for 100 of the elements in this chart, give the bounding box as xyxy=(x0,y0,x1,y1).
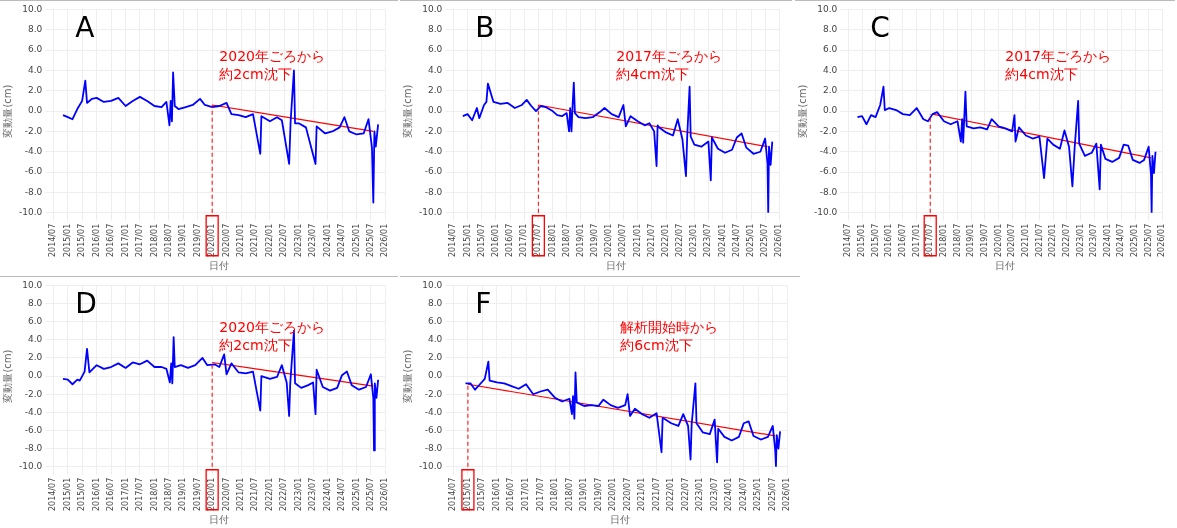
chart-title: C xyxy=(870,10,890,44)
x-tick-label: 2016/07 xyxy=(106,223,116,257)
x-tick-label: 2015/07 xyxy=(870,223,880,257)
x-tick-label: 2021/01 xyxy=(637,477,647,511)
x-tick-label: 2016/01 xyxy=(490,223,500,257)
y-tick-label: 4.0 xyxy=(822,64,838,75)
x-tick-label: 2022/07 xyxy=(1061,223,1071,257)
annotation: 2017年ごろから xyxy=(616,47,722,64)
x-tick-label: 2023/07 xyxy=(308,477,318,511)
x-tick-label: 2021/07 xyxy=(250,477,260,511)
y-tick-label: 6.0 xyxy=(27,44,43,55)
x-tick-label: 2021/07 xyxy=(646,223,656,257)
x-tick-label: 2023/07 xyxy=(709,477,719,511)
y-tick-label: -8.0 xyxy=(424,186,443,197)
x-tick-label: 2026/01 xyxy=(782,477,792,511)
x-axis-title: 日付 xyxy=(995,259,1016,271)
annotation: 約2cm沈下 xyxy=(219,337,292,354)
annotation: 2020年ごろから xyxy=(219,319,325,336)
x-tick-label: 2024/01 xyxy=(1102,223,1112,257)
x-tick-label: 2018/07 xyxy=(163,477,173,511)
y-tick-label: 8.0 xyxy=(27,24,43,35)
x-tick-label: 2023/01 xyxy=(293,223,303,257)
y-tick-label: -2.0 xyxy=(424,388,443,399)
x-tick-label: 2025/01 xyxy=(351,223,361,257)
x-tick-label: 2014/07 xyxy=(448,477,458,511)
x-tick-label: 2016/07 xyxy=(505,223,515,257)
y-tick-label: 10.0 xyxy=(422,3,443,14)
x-tick-label: 2026/01 xyxy=(1157,223,1167,257)
y-tick-label: -10.0 xyxy=(813,207,838,218)
y-tick-label: -2.0 xyxy=(24,388,43,399)
x-axis-title: 日付 xyxy=(610,513,631,525)
x-tick-label: 2022/07 xyxy=(279,477,289,511)
x-tick-label: 2015/01 xyxy=(62,223,72,257)
y-tick-label: 8.0 xyxy=(427,297,443,308)
annotation: 解析開始時から xyxy=(620,319,719,336)
y-tick-label: 6.0 xyxy=(427,44,443,55)
y-tick-label: 10.0 xyxy=(817,3,838,14)
x-tick-label: 2023/07 xyxy=(1089,223,1099,257)
x-tick-label: 2019/07 xyxy=(192,477,202,511)
x-tick-label: 2023/01 xyxy=(689,223,699,257)
y-tick-label: 0.0 xyxy=(27,105,43,116)
x-tick-label: 2017/01 xyxy=(911,223,921,257)
x-tick-label: 2020/07 xyxy=(1007,223,1017,257)
chart-title: B xyxy=(475,10,495,44)
x-tick-label: 2017/01 xyxy=(120,477,130,511)
x-tick-label: 2024/01 xyxy=(724,477,734,511)
y-tick-label: -6.0 xyxy=(424,424,443,435)
x-tick-label: 2019/01 xyxy=(178,477,188,511)
x-tick-label: 2019/01 xyxy=(966,223,976,257)
x-tick-label: 2015/01 xyxy=(462,223,472,257)
x-tick-label: 2026/01 xyxy=(380,477,390,511)
x-tick-label: 2025/01 xyxy=(753,477,763,511)
x-tick-label: 2022/01 xyxy=(1048,223,1058,257)
x-tick-label: 2024/07 xyxy=(738,477,748,511)
y-tick-label: -8.0 xyxy=(819,186,838,197)
x-tick-label: 2021/01 xyxy=(236,223,246,257)
x-tick-label: 2024/07 xyxy=(1116,223,1126,257)
x-tick-label: 2017/07 xyxy=(134,223,144,257)
y-tick-label: -8.0 xyxy=(424,442,443,453)
y-tick-label: -6.0 xyxy=(424,166,443,177)
y-tick-label: 0.0 xyxy=(27,370,43,381)
x-tick-label: 2024/07 xyxy=(337,223,347,257)
x-tick-label: 2014/07 xyxy=(843,223,853,257)
chart-title: F xyxy=(475,286,492,320)
x-tick-label: 2019/01 xyxy=(579,477,589,511)
y-tick-label: 4.0 xyxy=(27,64,43,75)
x-tick-label: 2024/07 xyxy=(731,223,741,257)
y-tick-label: 6.0 xyxy=(427,316,443,327)
y-tick-label: -2.0 xyxy=(24,125,43,136)
x-tick-label: 2020/07 xyxy=(221,477,231,511)
x-tick-label: 2018/01 xyxy=(550,477,560,511)
x-tick-label: 2025/07 xyxy=(767,477,777,511)
y-axis-title: 変動量(cm) xyxy=(1,349,13,403)
annotation: 2020年ごろから xyxy=(219,47,325,64)
x-tick-label: 2015/01 xyxy=(62,477,72,511)
x-tick-label: 2025/01 xyxy=(1130,223,1140,257)
x-tick-label: 2015/07 xyxy=(477,477,487,511)
y-tick-label: -8.0 xyxy=(24,442,43,453)
x-tick-label: 2020/01 xyxy=(993,223,1003,257)
x-tick-label: 2024/01 xyxy=(322,477,332,511)
x-tick-label: 2024/01 xyxy=(717,223,727,257)
x-tick-label: 2016/01 xyxy=(492,477,502,511)
x-tick-label: 2023/07 xyxy=(703,223,713,257)
x-tick-label: 2017/01 xyxy=(521,477,531,511)
y-tick-label: 0.0 xyxy=(427,370,443,381)
annotation: 約6cm沈下 xyxy=(620,337,693,354)
y-tick-label: 6.0 xyxy=(822,44,838,55)
y-tick-label: 2.0 xyxy=(427,352,443,363)
x-tick-label: 2019/01 xyxy=(178,223,188,257)
x-tick-label: 2021/07 xyxy=(1034,223,1044,257)
x-tick-label: 2018/01 xyxy=(939,223,949,257)
y-tick-label: 4.0 xyxy=(427,64,443,75)
x-tick-label: 2025/07 xyxy=(760,223,770,257)
x-tick-label: 2018/01 xyxy=(149,477,159,511)
x-tick-label: 2020/01 xyxy=(608,477,618,511)
x-tick-label: 2024/01 xyxy=(322,223,332,257)
x-tick-label: 2016/01 xyxy=(884,223,894,257)
y-tick-label: -8.0 xyxy=(24,186,43,197)
x-tick-label: 2022/01 xyxy=(666,477,676,511)
x-tick-label: 2025/07 xyxy=(365,477,375,511)
